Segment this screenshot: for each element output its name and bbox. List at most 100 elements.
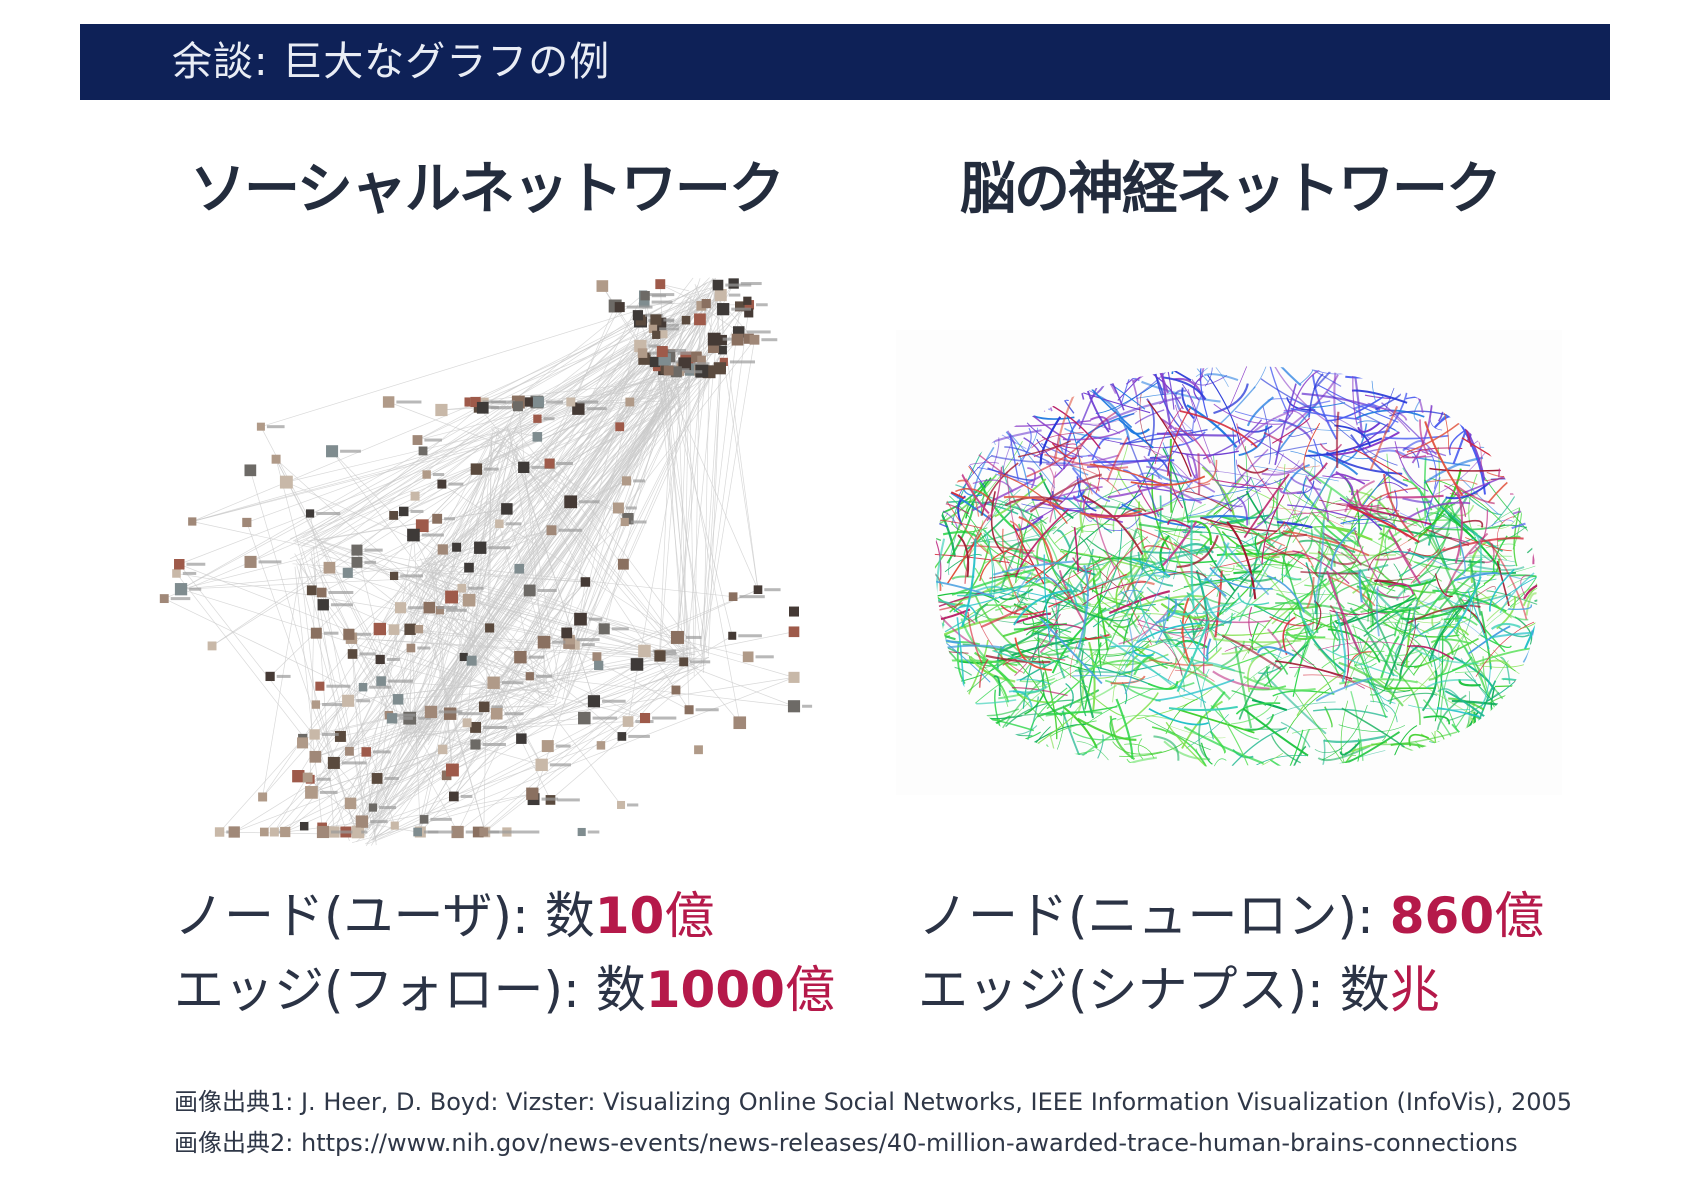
image-credit-1: 画像出典1: J. Heer, D. Boyd: Vizster: Visual… xyxy=(174,1088,1573,1116)
brain-fiber xyxy=(1157,495,1162,539)
brain-fiber xyxy=(980,605,1028,629)
brain-fiber xyxy=(1004,398,1069,410)
graph-node-label xyxy=(458,712,483,716)
brain-fiber xyxy=(1401,501,1471,523)
brain-fiber xyxy=(934,643,962,656)
brain-fiber xyxy=(974,567,1004,616)
graph-edge xyxy=(275,459,413,723)
brain-fiber xyxy=(1311,374,1338,440)
brain-fiber xyxy=(1461,599,1495,605)
brain-fiber xyxy=(1399,512,1462,529)
brain-fiber xyxy=(1231,726,1287,767)
brain-fiber xyxy=(964,508,1015,551)
graph-node-label xyxy=(693,362,710,366)
graph-node xyxy=(214,827,225,837)
graph-node xyxy=(159,594,169,604)
graph-node-label xyxy=(558,528,582,532)
brain-fiber xyxy=(1473,330,1484,355)
brain-fiber xyxy=(1036,637,1116,651)
brain-fiber xyxy=(1258,789,1286,795)
graph-edge xyxy=(317,539,795,678)
brain-fiber xyxy=(1091,558,1102,583)
graph-edge xyxy=(425,529,552,584)
graph-node-label xyxy=(372,750,391,754)
brain-fiber xyxy=(934,700,943,707)
graph-node xyxy=(361,747,371,757)
brain-fiber xyxy=(1527,456,1538,494)
brain-fiber xyxy=(1511,713,1517,753)
brain-fiber xyxy=(1524,594,1538,650)
graph-edge xyxy=(331,451,434,587)
graph-edge xyxy=(423,405,674,820)
brain-fiber xyxy=(1182,655,1245,674)
brain-fiber xyxy=(1399,644,1420,681)
brain-fiber xyxy=(1531,668,1538,703)
brain-fiber xyxy=(1493,561,1538,606)
brain-fiber xyxy=(1470,726,1492,742)
brain-fiber xyxy=(979,547,1013,582)
graph-node xyxy=(516,733,527,744)
graph-edge xyxy=(441,454,493,485)
graph-edge xyxy=(703,367,722,666)
brain-fiber xyxy=(947,366,1015,381)
brain-fiber xyxy=(1475,586,1496,597)
social-node-unit: 億 xyxy=(664,887,715,945)
graph-edge xyxy=(347,402,688,702)
graph-edge xyxy=(300,319,701,548)
graph-node xyxy=(342,567,353,578)
brain-fiber xyxy=(1020,739,1054,759)
brain-fiber xyxy=(975,740,1015,761)
brain-fiber xyxy=(1168,536,1194,593)
brain-fiber xyxy=(1513,447,1538,486)
brain-fiber xyxy=(1296,480,1315,494)
graph-node xyxy=(546,525,557,536)
graph-edge xyxy=(180,558,303,590)
brain-fiber xyxy=(1339,678,1418,685)
brain-fiber xyxy=(1331,473,1366,485)
brain-fiber xyxy=(1442,537,1470,544)
brain-fiber xyxy=(1246,396,1275,427)
graph-node-label xyxy=(728,293,741,297)
brain-fiber xyxy=(1073,527,1079,573)
brain-fiber xyxy=(1113,543,1161,601)
graph-edge xyxy=(356,455,496,833)
brain-fiber xyxy=(999,760,1037,767)
graph-node xyxy=(399,506,409,517)
graph-node xyxy=(256,422,265,431)
brain-fiber xyxy=(1381,402,1437,456)
brain-fiber xyxy=(1225,771,1285,786)
graph-node-label xyxy=(611,627,629,631)
brain-fiber xyxy=(1228,331,1283,352)
graph-node xyxy=(188,517,197,526)
graph-edge xyxy=(350,650,683,804)
graph-node-label xyxy=(586,407,607,411)
brain-fiber xyxy=(1237,425,1273,433)
brain-fiber xyxy=(1377,449,1410,459)
brain-fiber xyxy=(1195,748,1238,767)
graph-node xyxy=(302,772,313,783)
brain-fiber xyxy=(1437,688,1461,700)
brain-fiber xyxy=(1502,511,1538,541)
brain-fiber xyxy=(1176,620,1210,693)
graph-edge xyxy=(315,386,687,758)
brain-fiber xyxy=(960,650,1009,707)
brain-fiber xyxy=(1434,573,1453,598)
brain-fiber xyxy=(935,745,1002,753)
brain-fiber xyxy=(1284,330,1319,359)
brain-fiber xyxy=(1315,330,1348,353)
brain-fiber xyxy=(1099,633,1172,686)
brain-fiber xyxy=(1449,492,1479,497)
brain-fiber xyxy=(995,473,1038,487)
graph-node xyxy=(452,542,462,552)
brain-fiber xyxy=(1269,366,1342,387)
brain-fiber xyxy=(1033,443,1077,458)
graph-node xyxy=(707,332,721,346)
graph-edge xyxy=(499,523,541,700)
brain-fiber xyxy=(1419,419,1430,456)
brain-fiber xyxy=(1153,735,1180,761)
graph-node-label xyxy=(725,283,752,287)
brain-fiber xyxy=(1115,370,1140,382)
brain-fiber xyxy=(1263,431,1284,444)
brain-fiber xyxy=(1070,702,1085,732)
brain-fiber xyxy=(1330,420,1398,466)
